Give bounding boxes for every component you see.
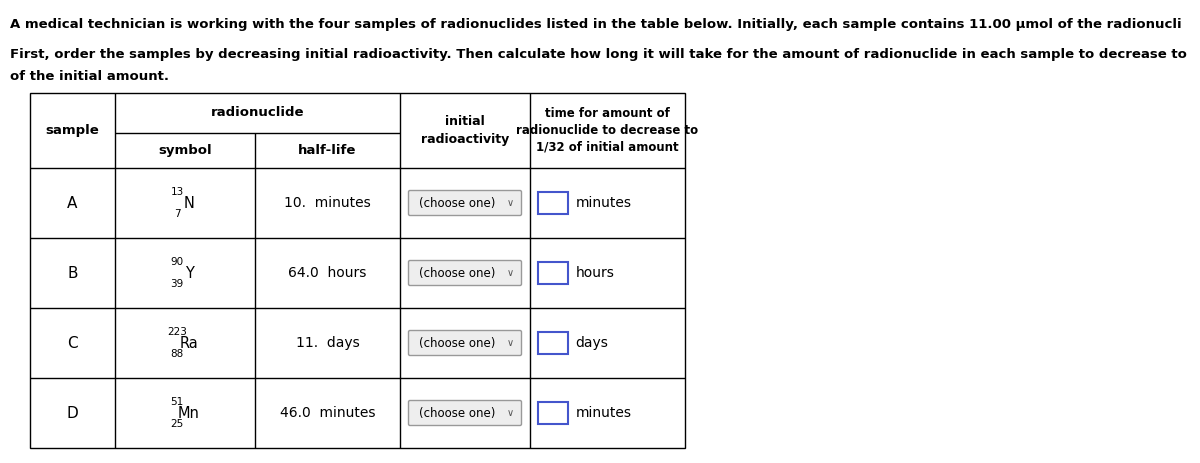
Text: Y: Y <box>185 265 193 281</box>
Text: 88: 88 <box>170 349 184 359</box>
FancyBboxPatch shape <box>408 331 522 356</box>
Text: half-life: half-life <box>299 144 356 157</box>
FancyBboxPatch shape <box>408 190 522 215</box>
Text: A: A <box>67 195 78 211</box>
Text: 7: 7 <box>174 209 180 219</box>
Text: (choose one): (choose one) <box>419 337 496 350</box>
Text: days: days <box>576 336 608 350</box>
FancyBboxPatch shape <box>408 261 522 286</box>
Text: hours: hours <box>576 266 614 280</box>
Text: 13: 13 <box>170 187 184 197</box>
Text: C: C <box>67 336 78 350</box>
Text: 90: 90 <box>170 257 184 267</box>
Text: minutes: minutes <box>576 406 631 420</box>
Text: ∨: ∨ <box>506 198 514 208</box>
Text: 64.0  hours: 64.0 hours <box>288 266 367 280</box>
Text: ∨: ∨ <box>506 408 514 418</box>
Text: 51: 51 <box>170 397 184 407</box>
Bar <box>538 332 568 354</box>
Text: minutes: minutes <box>576 196 631 210</box>
Text: Ra: Ra <box>180 336 198 350</box>
Text: 10.  minutes: 10. minutes <box>284 196 371 210</box>
Text: 46.0  minutes: 46.0 minutes <box>280 406 376 420</box>
Text: symbol: symbol <box>158 144 212 157</box>
Text: First, order the samples by decreasing initial radioactivity. Then calculate how: First, order the samples by decreasing i… <box>10 48 1187 61</box>
Text: 39: 39 <box>170 279 184 289</box>
Bar <box>538 402 568 424</box>
FancyBboxPatch shape <box>408 400 522 425</box>
Text: (choose one): (choose one) <box>419 196 496 209</box>
Text: Mn: Mn <box>178 406 200 420</box>
Bar <box>30 93 685 448</box>
Text: initial
radioactivity: initial radioactivity <box>421 115 509 146</box>
Text: sample: sample <box>46 124 100 137</box>
Text: D: D <box>67 406 78 420</box>
Text: ∨: ∨ <box>506 268 514 278</box>
Text: radionuclide: radionuclide <box>211 106 305 119</box>
Bar <box>538 262 568 284</box>
Text: A medical technician is working with the four samples of radionuclides listed in: A medical technician is working with the… <box>10 18 1182 31</box>
Text: N: N <box>184 195 194 211</box>
Text: time for amount of
radionuclide to decrease to
1/32 of initial amount: time for amount of radionuclide to decre… <box>516 107 698 154</box>
Bar <box>538 192 568 214</box>
Text: 25: 25 <box>170 419 184 429</box>
Text: (choose one): (choose one) <box>419 267 496 280</box>
Text: 223: 223 <box>167 327 187 337</box>
Text: 11.  days: 11. days <box>295 336 359 350</box>
Text: ∨: ∨ <box>506 338 514 348</box>
Text: of the initial amount.: of the initial amount. <box>10 70 169 83</box>
Text: (choose one): (choose one) <box>419 407 496 419</box>
Text: B: B <box>67 265 78 281</box>
